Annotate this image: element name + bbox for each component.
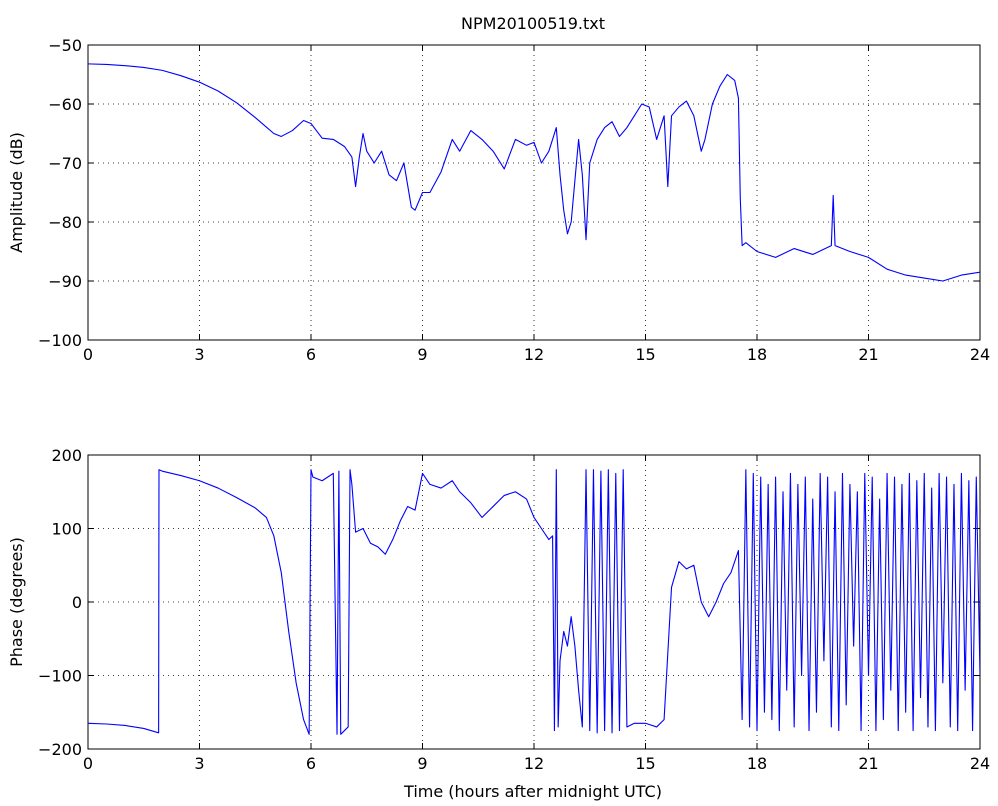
amplitude-x-tick-label: 3 [194, 345, 204, 364]
phase-x-tick-label: 24 [970, 754, 990, 773]
phase-y-tick-label: −200 [38, 740, 82, 759]
amplitude-y-axis-label: Amplitude (dB) [7, 132, 26, 253]
amplitude-x-tick-label: 9 [417, 345, 427, 364]
amplitude-x-tick-label: 21 [858, 345, 878, 364]
amplitude-y-tick-label: −50 [48, 36, 82, 55]
phase-x-tick-label: 9 [417, 754, 427, 773]
phase-y-tick-label: 200 [51, 446, 82, 465]
phase-y-tick-label: 100 [51, 520, 82, 539]
phase-x-tick-label: 6 [306, 754, 316, 773]
x-axis-label: Time (hours after midnight UTC) [403, 782, 662, 801]
amplitude-panel: 0 3 6 9 12 15 18 21 24 −100 −90 −80 −70 −60 −50 Amplitu… [7, 36, 990, 364]
phase-panel: 0 3 6 9 12 15 18 21 24 −200 −100 0 100 200 Phase (degr… [7, 446, 990, 773]
figure-title: NPM20100519.txt [461, 14, 605, 33]
amplitude-x-tick-label: 12 [524, 345, 544, 364]
phase-x-tick-label: 18 [747, 754, 767, 773]
phase-x-tick-label: 12 [524, 754, 544, 773]
amplitude-y-tick-label: −100 [38, 331, 82, 350]
amplitude-x-tick-label: 15 [635, 345, 655, 364]
phase-y-tick-label: −100 [38, 667, 82, 686]
amplitude-x-tick-label: 18 [747, 345, 767, 364]
amplitude-series-line [88, 63, 980, 282]
phase-series-line [88, 469, 980, 735]
amplitude-y-tick-label: −60 [48, 95, 82, 114]
amplitude-x-tick-label: 0 [83, 345, 93, 364]
amplitude-x-tick-label: 24 [970, 345, 990, 364]
amplitude-y-tick-label: −80 [48, 213, 82, 232]
phase-x-tick-label: 15 [635, 754, 655, 773]
amplitude-y-tick-label: −90 [48, 272, 82, 291]
phase-x-tick-label: 21 [858, 754, 878, 773]
amplitude-x-tick-label: 6 [306, 345, 316, 364]
phase-y-tick-label: 0 [72, 593, 82, 612]
phase-x-tick-label: 0 [83, 754, 93, 773]
amplitude-y-tick-label: −70 [48, 154, 82, 173]
phase-x-tick-label: 3 [194, 754, 204, 773]
phase-y-axis-label: Phase (degrees) [7, 537, 26, 667]
